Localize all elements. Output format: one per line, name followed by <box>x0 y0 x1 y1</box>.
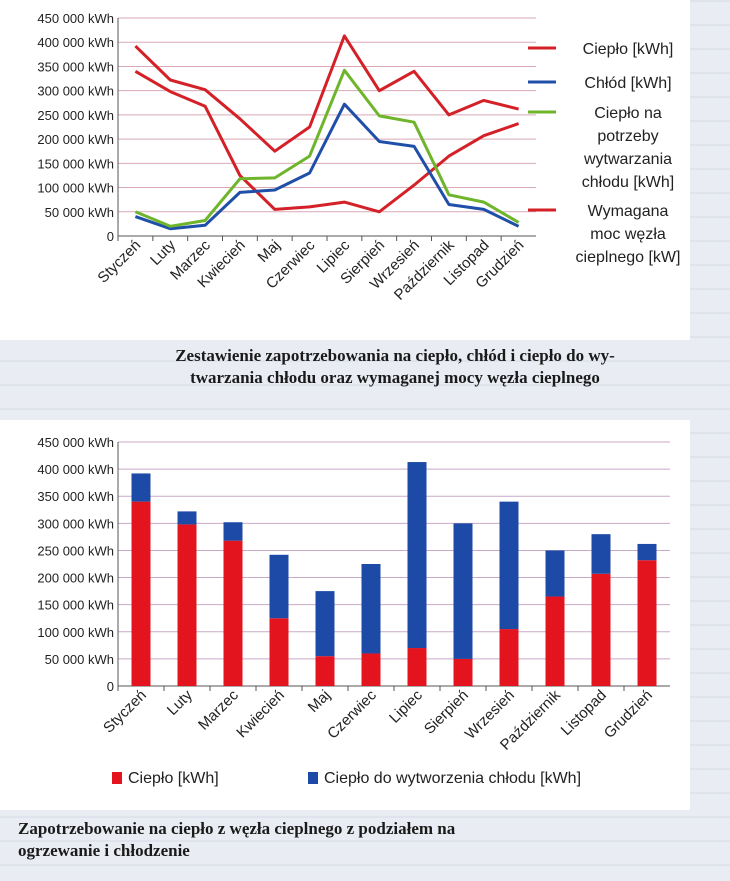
bar-ciep-o-do-wytworzenia-ch-odu-kwh <box>361 564 381 654</box>
bar-ciep-o-kwh <box>361 653 381 686</box>
legend-label: Ciepło do wytworzenia chłodu [kWh] <box>324 770 581 787</box>
y-tick-label: 200 000 kWh <box>37 571 114 586</box>
bar-ciep-o-kwh <box>499 629 519 686</box>
bar-ciep-o-do-wytworzenia-ch-odu-kwh <box>223 522 243 541</box>
y-tick-label: 450 000 kWh <box>37 435 114 450</box>
line-chart-caption-line-2: twarzania chłodu oraz wymaganej mocy węz… <box>190 368 600 387</box>
bar-ciep-o-do-wytworzenia-ch-odu-kwh <box>591 534 611 574</box>
bar-ciep-o-do-wytworzenia-ch-odu-kwh <box>407 462 427 649</box>
legend-label: Ciepło [kWh] <box>583 41 674 58</box>
x-tick-label: Grudzień <box>601 687 656 742</box>
series-line-wymagana-moc-w-z-a-cieplnego-kw <box>134 34 519 153</box>
bar-ciep-o-kwh <box>591 573 611 686</box>
x-tick-label: Kwiecień <box>233 687 287 741</box>
bar-chart-caption-line-1: Zapotrzebowanie na ciepło z węzła ciepln… <box>18 819 456 838</box>
legend-label: moc węzła <box>590 226 666 243</box>
y-tick-label: 300 000 kWh <box>37 516 114 531</box>
y-tick-label: 50 000 kWh <box>45 652 114 667</box>
y-tick-label: 100 000 kWh <box>37 625 114 640</box>
bar-ciep-o-kwh <box>177 524 197 686</box>
bar-ciep-o-do-wytworzenia-ch-odu-kwh <box>177 511 197 525</box>
bar-ciep-o-kwh <box>269 618 289 686</box>
x-tick-label: Maj <box>254 237 283 266</box>
x-tick-label: Styczeń <box>100 687 150 737</box>
bar-ciep-o-do-wytworzenia-ch-odu-kwh <box>637 543 657 561</box>
bar-ciep-o-kwh <box>315 656 335 686</box>
y-tick-label: 250 000 kWh <box>37 543 114 558</box>
y-tick-label: 300 000 kWh <box>37 84 114 99</box>
series-line-ciep-o-kwh <box>134 70 520 214</box>
legend-label: Chłód [kWh] <box>584 75 671 92</box>
legend-label: wytwarzania <box>583 151 672 168</box>
line-chart-caption-line-1: Zestawienie zapotrzebowania na ciepło, c… <box>175 346 615 365</box>
bar-ciep-o-do-wytworzenia-ch-odu-kwh <box>545 550 565 597</box>
bar-chart-panel: 450 000 kWh 400 000 kWh 350 000 kWh 300 000… <box>0 420 690 810</box>
legend-label: chłodu [kWh] <box>582 174 674 191</box>
legend-label: cieplnego [kW] <box>576 249 681 266</box>
legend-label: potrzeby <box>597 128 658 145</box>
bar-chart-caption-line-2: ogrzewanie i chłodzenie <box>18 841 190 860</box>
legend-label: Ciepło [kWh] <box>128 770 219 787</box>
y-tick-label: 200 000 kWh <box>37 132 114 147</box>
y-tick-label: 450 000 kWh <box>37 11 114 26</box>
bar-chart-caption: Zapotrzebowanie na ciepło z węzła ciepln… <box>18 818 698 862</box>
bar-ciep-o-do-wytworzenia-ch-odu-kwh <box>315 591 335 657</box>
x-tick-label: Maj <box>305 687 334 716</box>
y-tick-label: 150 000 kWh <box>37 156 114 171</box>
x-tick-label: Czerwiec <box>324 686 380 742</box>
bar-ciep-o-kwh <box>637 560 657 686</box>
x-tick-label: Luty <box>164 686 196 718</box>
line-chart-panel: 450 000 kWh 400 000 kWh 350 000 kWh 300 000… <box>0 0 690 340</box>
legend-label: Wymagana <box>588 203 669 220</box>
legend-swatch <box>308 772 318 784</box>
bar-ciep-o-do-wytworzenia-ch-odu-kwh <box>453 523 473 659</box>
y-tick-label: 400 000 kWh <box>37 462 114 477</box>
y-tick-label: 350 000 kWh <box>37 489 114 504</box>
bar-ciep-o-kwh <box>545 596 565 686</box>
y-tick-label: 250 000 kWh <box>37 108 114 123</box>
x-tick-label: Styczeń <box>94 237 144 287</box>
legend-swatch <box>112 772 122 784</box>
bar-ciep-o-kwh <box>131 501 151 686</box>
y-tick-label: 350 000 kWh <box>37 59 114 74</box>
legend-label: Ciepło na <box>594 105 662 122</box>
bar-ciep-o-do-wytworzenia-ch-odu-kwh <box>499 501 519 630</box>
series-line-ciep-o-na-potrzeby-wytwarzania-ch-odu-kwh <box>134 68 520 228</box>
y-tick-label: 0 <box>107 229 114 244</box>
line-chart: 450 000 kWh 400 000 kWh 350 000 kWh 300 000… <box>37 11 681 304</box>
bar-ciep-o-kwh <box>453 658 473 686</box>
y-tick-label: 50 000 kWh <box>45 205 114 220</box>
y-tick-label: 400 000 kWh <box>37 35 114 50</box>
line-chart-caption: Zestawienie zapotrzebowania na ciepło, c… <box>95 345 695 389</box>
bar-ciep-o-do-wytworzenia-ch-odu-kwh <box>131 473 151 502</box>
series-line-ch-d-kwh <box>134 102 520 231</box>
y-tick-label: 150 000 kWh <box>37 598 114 613</box>
x-tick-label: Lipiec <box>386 686 426 726</box>
y-tick-label: 0 <box>107 679 114 694</box>
bar-ciep-o-kwh <box>407 648 427 686</box>
y-tick-label: 100 000 kWh <box>37 181 114 196</box>
bar-ciep-o-kwh <box>223 540 243 686</box>
bar-ciep-o-do-wytworzenia-ch-odu-kwh <box>269 554 289 619</box>
stacked-bar-chart: 450 000 kWh 400 000 kWh 350 000 kWh 300 000… <box>37 435 670 787</box>
